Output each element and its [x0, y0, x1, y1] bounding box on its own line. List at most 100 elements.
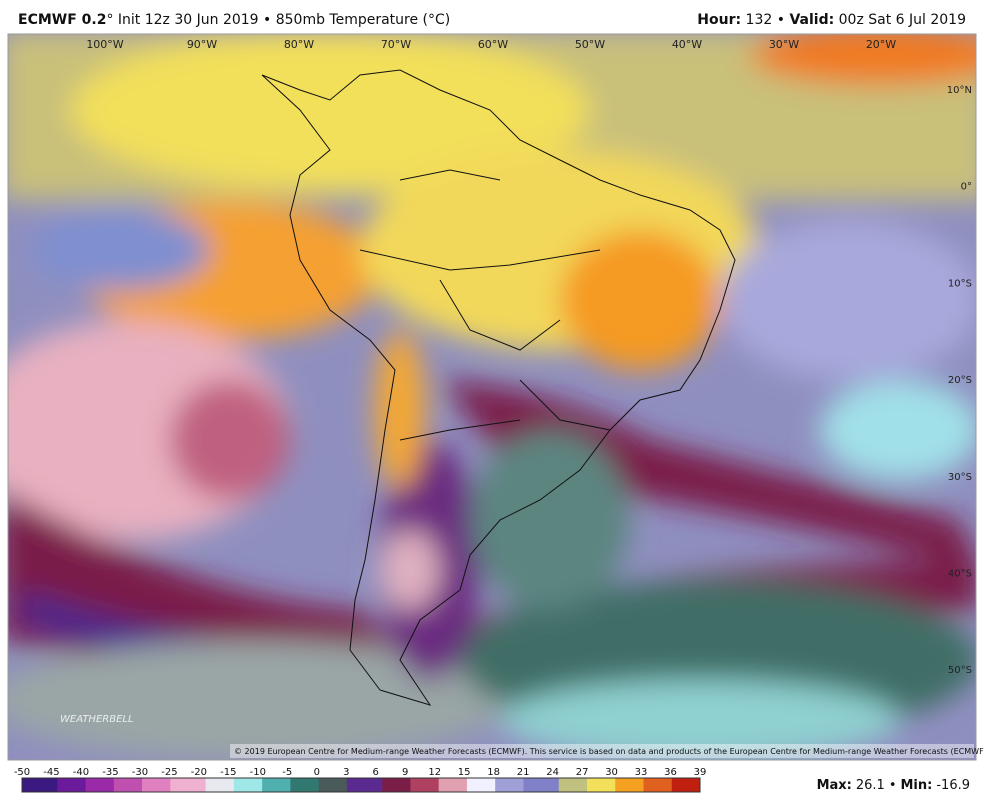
colorbar-segment	[495, 778, 503, 792]
colorbar-label: 33	[635, 767, 648, 778]
colorbar-segment	[142, 778, 150, 792]
coastlines	[261, 69, 736, 706]
hour-label: Hour:	[697, 12, 742, 28]
colorbar-label: -45	[43, 767, 59, 778]
longitude-label: 100°W	[86, 38, 123, 51]
colorbar-segment	[332, 778, 341, 792]
colorbar-segment	[29, 778, 37, 792]
colorbar-segment	[601, 778, 609, 792]
colorbar-label: -15	[220, 767, 236, 778]
colorbar-segment	[346, 778, 355, 792]
colorbar-segment	[212, 778, 221, 792]
colorbar-segment	[318, 778, 327, 792]
colorbar-segment	[636, 778, 644, 792]
colorbar-segment	[509, 778, 517, 792]
colorbar-segment	[523, 778, 531, 792]
colorbar-segment	[537, 778, 546, 792]
colorbar-label: 30	[605, 767, 618, 778]
colorbar-segment	[608, 778, 616, 792]
logo: WEATHERBELL	[60, 714, 134, 725]
colorbar-segment	[382, 778, 390, 792]
latitude-label: 0°	[961, 182, 972, 193]
colorbar-segment	[579, 778, 588, 792]
colorbar-segment	[474, 778, 482, 792]
latitude-label: 20°S	[948, 375, 972, 386]
latitude-label: 10°N	[947, 85, 972, 96]
colorbar-segment	[113, 778, 122, 792]
colorbar-segment	[57, 778, 65, 792]
colorbar-segment	[106, 778, 115, 792]
colorbar-segment	[657, 778, 666, 792]
colorbar-segment	[565, 778, 574, 792]
colorbar-segment	[304, 778, 313, 792]
valid-label: Valid:	[789, 12, 835, 28]
colorbar-segment	[664, 778, 673, 792]
colorbar-segment	[481, 778, 489, 792]
longitude-label: 90°W	[187, 38, 217, 51]
valid: 00z Sat 6 Jul 2019	[838, 12, 966, 28]
footer-part: Min:	[901, 778, 933, 793]
colorbar-segment	[311, 778, 320, 792]
colorbar-label: 9	[402, 767, 408, 778]
colorbar-segment	[410, 778, 418, 792]
hour: 132	[745, 12, 773, 28]
colorbar-segment	[156, 778, 164, 792]
colorbar-label: 15	[458, 767, 471, 778]
footer: Max: 26.1 • Min: -16.9	[817, 778, 970, 793]
colorbar-segment	[262, 778, 270, 792]
longitude-label: 20°W	[866, 38, 896, 51]
colorbar-segment	[99, 778, 108, 792]
longitude-label: 30°W	[769, 38, 799, 51]
colorbar-label: -20	[191, 767, 207, 778]
colorbar-segment	[64, 778, 72, 792]
colorbar-segment	[502, 778, 510, 792]
colorbar-segment	[396, 778, 404, 792]
colorbar-segment	[403, 778, 411, 792]
colorbar-segment	[459, 778, 468, 792]
colorbar-segment	[678, 778, 687, 792]
colorbar-segment	[431, 778, 440, 792]
colorbar-segment	[290, 778, 298, 792]
colorbar-segment	[184, 778, 192, 792]
colorbar-segment	[248, 778, 256, 792]
colorbar-segment	[424, 778, 433, 792]
colorbar-segment	[177, 778, 185, 792]
colorbar-segment	[650, 778, 659, 792]
colorbar-segment	[205, 778, 214, 792]
colorbar-segment	[240, 778, 249, 792]
colorbar-segment	[530, 778, 539, 792]
colorbar-segment	[353, 778, 362, 792]
longitude-label: 50°W	[575, 38, 605, 51]
colorbar-segment	[120, 778, 129, 792]
colorbar-segment	[170, 778, 178, 792]
colorbar-segment	[551, 778, 560, 792]
colorbar-label: 39	[694, 767, 707, 778]
copyright-bg	[230, 744, 974, 758]
colorbar-segment	[191, 778, 200, 792]
colorbar-label: 36	[664, 767, 677, 778]
longitude-label: 40°W	[672, 38, 702, 51]
footer-part: •	[889, 778, 897, 793]
colorbar-segment	[43, 778, 51, 792]
colorbar-label: 12	[428, 767, 441, 778]
colorbar-label: -10	[250, 767, 266, 778]
colorbar-segment	[452, 778, 461, 792]
latitude-label: 10°S	[948, 278, 972, 289]
colorbar-segment	[622, 778, 630, 792]
colorbar-segment	[163, 778, 171, 792]
colorbar-label: -35	[102, 767, 118, 778]
colorbar-segment	[85, 778, 94, 792]
footer-part: -16.9	[936, 778, 970, 793]
footer-part: 26.1	[856, 778, 885, 793]
colorbar-segment	[283, 778, 291, 792]
colorbar-segment	[325, 778, 334, 792]
colorbar-frame	[21, 777, 701, 793]
colorbar-label: -50	[14, 767, 30, 778]
colorbar-segment	[572, 778, 581, 792]
colorbar-segment	[368, 778, 376, 792]
colorbar-segment	[438, 778, 447, 792]
colorbar-segment	[149, 778, 157, 792]
colorbar-segment	[71, 778, 79, 792]
